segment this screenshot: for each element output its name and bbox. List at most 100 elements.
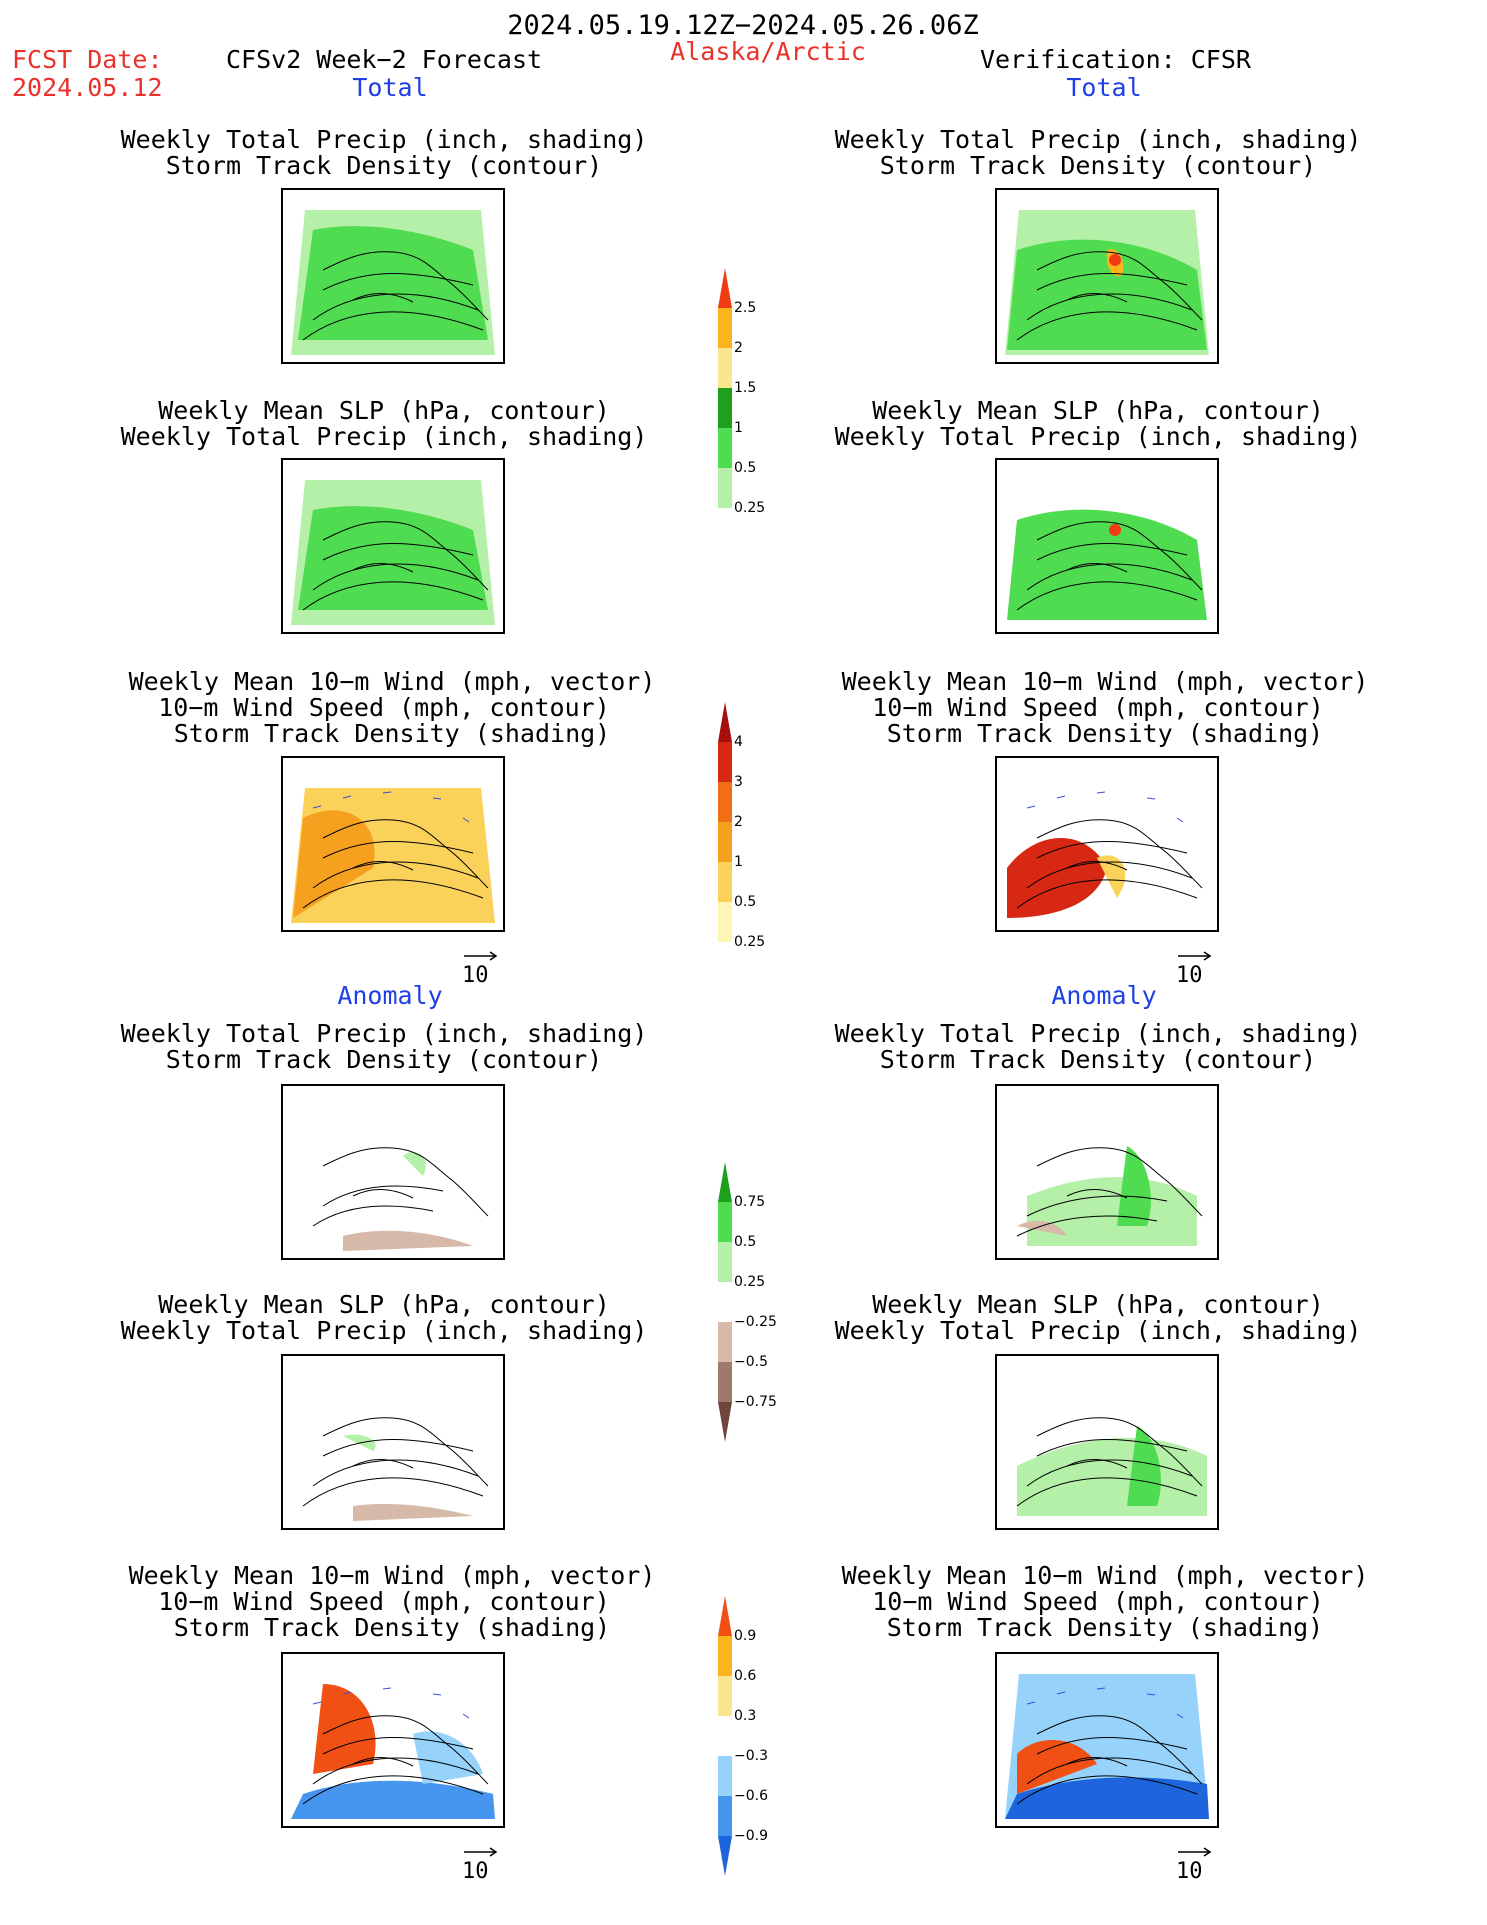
- wind-vector: [1056, 795, 1066, 799]
- title-anom-precip-left-1: Weekly Total Precip (inch, shading): [120, 1019, 648, 1048]
- shading-region: [1017, 1220, 1067, 1236]
- coastline: [322, 1417, 489, 1487]
- colorbar-tick-label: −0.75: [734, 1394, 777, 1410]
- contour-line: [322, 273, 474, 291]
- shading-region: [291, 1780, 495, 1819]
- map-total-wind-fcst: [281, 756, 505, 932]
- shading-region: [1005, 1777, 1209, 1819]
- colorbar-band: [718, 742, 732, 782]
- contour-line: [1036, 273, 1188, 291]
- contour-line: [322, 1737, 474, 1755]
- map-total-slp-fcst: [281, 458, 505, 634]
- map-total-slp-verif: [995, 458, 1219, 634]
- wind-vector: [1146, 797, 1156, 800]
- map-total-wind-fcst-svg: [291, 768, 495, 923]
- coastline: [1036, 521, 1203, 591]
- colorbar-tick-label: −0.25: [734, 1314, 777, 1330]
- title-total-slp-right-2: Weekly Total Precip (inch, shading): [834, 422, 1362, 451]
- fcst-date-value: 2024.05.12: [12, 73, 163, 102]
- colorbar-band: [718, 388, 732, 428]
- map-anom-precip-verif: [995, 1084, 1219, 1260]
- title-total-slp-right-1: Weekly Mean SLP (hPa, contour): [872, 396, 1324, 425]
- wind-vector: [342, 795, 352, 799]
- wind-vector: [342, 1691, 352, 1695]
- wind-vector: [312, 1701, 322, 1705]
- title-total-precip-right-1: Weekly Total Precip (inch, shading): [834, 125, 1362, 154]
- colorbar-band: [718, 1836, 732, 1876]
- map-total-precip-verif: [995, 188, 1219, 364]
- contour-line: [1026, 563, 1193, 591]
- contour-line: [1036, 1439, 1188, 1457]
- colorbar-tick-label: 4: [734, 734, 743, 750]
- colorbar-band: [718, 428, 732, 468]
- colorbar-tick-label: 0.3: [734, 1708, 757, 1724]
- contour-line: [302, 879, 484, 909]
- contour-line: [1036, 543, 1188, 561]
- wind-vector: [1176, 817, 1184, 823]
- ref-vector-arrow-icon: [1178, 951, 1212, 961]
- colorbar-band: [718, 862, 732, 902]
- ref-vector-label: 10: [1176, 963, 1203, 988]
- shading-region: [343, 1230, 473, 1251]
- contour-line: [312, 1757, 479, 1785]
- map-total-slp-fcst-svg: [291, 470, 495, 625]
- map-anom-slp-verif: [995, 1354, 1219, 1530]
- contour-line: [1016, 1775, 1198, 1805]
- coastline: [1036, 1715, 1203, 1785]
- map-total-wind-verif: [995, 756, 1219, 932]
- coastline: [1036, 819, 1203, 889]
- colorbar-tick-label: 2: [734, 814, 743, 830]
- shading-region: [413, 1731, 483, 1784]
- colorbar-band: [718, 1282, 732, 1322]
- shading-region: [293, 810, 375, 918]
- colorbar-band: [718, 822, 732, 862]
- ref-vector-anom-left: 10: [462, 1846, 502, 1886]
- colorbar-tick-label: −0.6: [734, 1788, 768, 1804]
- section-anomaly-left: Anomaly: [337, 981, 443, 1010]
- wind-vector: [462, 1713, 470, 1719]
- colorbar-band: [718, 1322, 732, 1362]
- title-total-precip-right-2: Storm Track Density (contour): [879, 151, 1317, 180]
- contour-line: [312, 1459, 479, 1487]
- contour-line: [312, 861, 479, 889]
- title-anom-slp-left-1: Weekly Mean SLP (hPa, contour): [158, 1290, 610, 1319]
- colorbar-tick-label: −0.5: [734, 1354, 768, 1370]
- contour-line: [1026, 1757, 1193, 1785]
- wind-vector: [1026, 805, 1036, 809]
- shading-region: [1117, 1146, 1151, 1226]
- title-total-precip-left-2: Storm Track Density (contour): [165, 151, 603, 180]
- title-total-wind-right-1: Weekly Mean 10−m Wind (mph, vector): [841, 667, 1369, 696]
- wind-vector: [432, 1693, 442, 1696]
- map-anom-wind-verif-svg: [1005, 1664, 1209, 1819]
- colorbar-band: [718, 902, 732, 942]
- coastline: [1036, 1147, 1203, 1217]
- title-total-slp-left-1: Weekly Mean SLP (hPa, contour): [158, 396, 610, 425]
- coastline: [322, 521, 489, 591]
- colorbar-band: [718, 1202, 732, 1242]
- title-total-wind-right-2: 10−m Wind Speed (mph, contour): [872, 693, 1324, 722]
- contour-line: [322, 1185, 444, 1207]
- contour-line: [1026, 293, 1193, 321]
- contour-line: [322, 841, 474, 859]
- map-total-slp-verif-svg: [1005, 470, 1209, 625]
- contour-line: [1016, 879, 1198, 909]
- fcst-date-label: FCST Date:: [12, 45, 163, 74]
- title-total-wind-left-2: 10−m Wind Speed (mph, contour): [158, 693, 610, 722]
- contour-line: [1036, 841, 1188, 859]
- map-total-precip-verif-svg: [1005, 200, 1209, 355]
- contour-line: [302, 581, 484, 611]
- colorbar-tick-label: 3: [734, 774, 743, 790]
- wind-vector: [1026, 1701, 1036, 1705]
- colorbar-band: [718, 1676, 732, 1716]
- contour-line: [322, 1439, 474, 1457]
- colorbar-band: [718, 308, 732, 348]
- coastline: [1036, 251, 1203, 321]
- wind-vector: [1176, 1713, 1184, 1719]
- ref-vector-label: 10: [462, 963, 489, 988]
- contour-line: [1026, 1195, 1168, 1217]
- contour-line: [312, 563, 479, 591]
- contour-line: [312, 1205, 434, 1227]
- contour-line: [302, 1775, 484, 1805]
- title-anom-slp-left-2: Weekly Total Precip (inch, shading): [120, 1316, 648, 1345]
- section-total-left: Total: [352, 73, 428, 102]
